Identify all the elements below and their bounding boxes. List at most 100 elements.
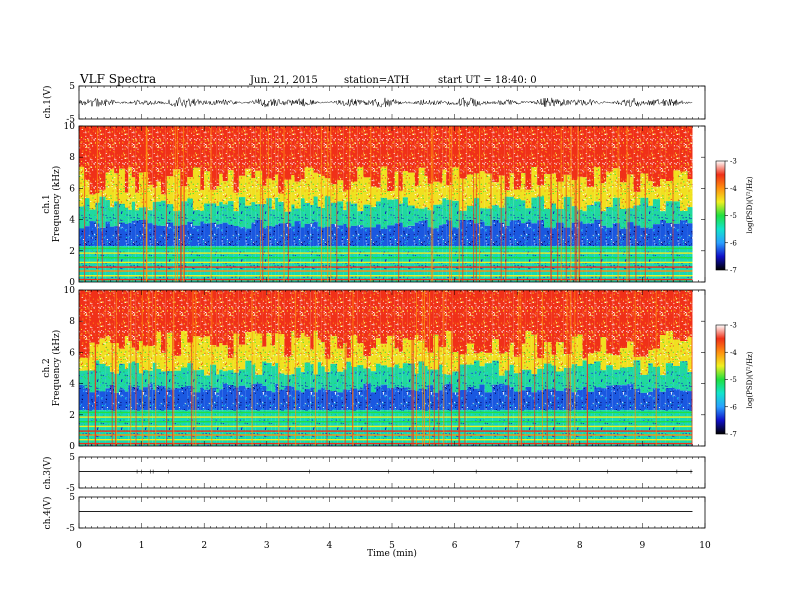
spec-band-high-noise bbox=[407, 290, 415, 340]
spec-band-green-noise bbox=[612, 369, 620, 386]
spec-band-lowfreq-noise bbox=[165, 410, 174, 446]
spec-band-blue-noise bbox=[350, 225, 358, 247]
spec-band-high-noise bbox=[424, 290, 428, 348]
spec-band-green-noise bbox=[537, 196, 544, 221]
spec-band-blue-noise bbox=[427, 227, 434, 247]
sferic-spike bbox=[505, 126, 507, 282]
spec-band-green-noise bbox=[402, 197, 408, 228]
spec-band-yellow-noise bbox=[424, 347, 428, 366]
spec-band-high-noise bbox=[350, 290, 358, 336]
spec-band-high-noise bbox=[152, 126, 157, 188]
narrowband-line bbox=[79, 442, 693, 445]
sferic-spike bbox=[95, 290, 97, 446]
spec-band-blue-noise bbox=[275, 224, 279, 247]
spec-band-green-noise bbox=[156, 201, 161, 226]
spec-band-lowfreq-noise bbox=[537, 246, 544, 282]
spec-band-yellow-noise bbox=[192, 336, 201, 371]
spec-band-high-noise bbox=[291, 290, 295, 331]
spec-band-green-noise bbox=[147, 210, 153, 224]
ch1-spec-ylabel2: Frequency (kHz) bbox=[51, 166, 62, 243]
spec-band-blue-noise bbox=[380, 228, 388, 247]
spec-band-green-noise bbox=[210, 364, 217, 388]
spec-band-yellow-noise bbox=[313, 172, 318, 197]
x-tick-label: 5 bbox=[389, 541, 395, 551]
spec-band-yellow-noise bbox=[317, 339, 322, 363]
spec-band-green-noise bbox=[128, 209, 132, 223]
spec-band-green-noise bbox=[187, 198, 193, 222]
spec-band-blue-noise bbox=[200, 387, 205, 411]
spec-band-yellow-noise bbox=[321, 176, 325, 208]
spec-band-blue-noise bbox=[245, 387, 252, 411]
spec-band-green-noise bbox=[627, 367, 634, 385]
spec-band-blue-noise bbox=[105, 388, 110, 411]
spec-band-blue-noise bbox=[513, 391, 522, 411]
spec-band-yellow-noise bbox=[128, 341, 132, 364]
sferic-spike bbox=[691, 290, 693, 446]
spec-band-high-noise bbox=[109, 126, 114, 170]
spec-band-green-noise bbox=[398, 203, 403, 223]
spec-band-yellow-noise bbox=[200, 190, 205, 211]
spec-band-green-noise bbox=[551, 365, 556, 390]
spec-band-lowfreq-noise bbox=[294, 246, 301, 282]
spec-band-blue-noise bbox=[612, 385, 620, 411]
spec-band-yellow-noise bbox=[446, 331, 453, 375]
colorbar-tick-label: -5 bbox=[730, 212, 737, 220]
spec-band-high-noise bbox=[521, 126, 526, 174]
spec-band-blue-noise bbox=[673, 223, 680, 247]
spec-band-green-noise bbox=[376, 201, 381, 225]
spec-band-green-noise bbox=[310, 205, 314, 224]
spec-band-high-noise bbox=[350, 126, 358, 182]
spec-band-green-noise bbox=[131, 361, 136, 387]
spec-band-lowfreq-noise bbox=[233, 410, 239, 446]
spec-band-blue-noise bbox=[139, 389, 143, 411]
spec-band-green-noise bbox=[640, 374, 649, 393]
sferic-spike bbox=[570, 126, 572, 282]
spec-band-high-noise bbox=[233, 126, 239, 193]
sferic-spike bbox=[192, 290, 194, 446]
spec-band-yellow-noise bbox=[99, 338, 106, 364]
spec-band-yellow-noise bbox=[210, 345, 217, 365]
sferic-spike bbox=[236, 290, 238, 446]
spec-band-yellow-noise bbox=[156, 181, 161, 202]
spec-band-high-noise bbox=[99, 290, 106, 339]
spec-band-yellow-noise bbox=[521, 173, 526, 201]
spec-band-yellow-noise bbox=[606, 171, 613, 208]
spec-band-blue-noise bbox=[414, 222, 419, 247]
sferic-spike bbox=[96, 126, 98, 282]
spec-band-yellow-noise bbox=[387, 191, 395, 200]
spec-band-green-noise bbox=[216, 205, 220, 225]
spec-band-yellow-noise bbox=[370, 186, 376, 208]
sferic-spike bbox=[145, 126, 147, 282]
narrowband-line bbox=[79, 416, 693, 418]
spec-band-lowfreq-noise bbox=[525, 410, 532, 446]
colorbar1-label: log(PSD)(V²/Hz) bbox=[746, 176, 754, 233]
spec-band-high-noise bbox=[687, 290, 693, 338]
spec-band-yellow-noise bbox=[346, 357, 351, 362]
spec-band-lowfreq-noise bbox=[294, 410, 301, 446]
spec-band-blue-noise bbox=[394, 223, 399, 247]
spec-band-green-noise bbox=[551, 203, 556, 228]
spec-band-lowfreq-noise bbox=[330, 410, 338, 446]
spec-band-high-noise bbox=[271, 126, 276, 181]
spec-band-lowfreq-noise bbox=[438, 410, 443, 446]
spec-band-high-noise bbox=[204, 126, 210, 172]
spec-band-high-noise bbox=[466, 126, 474, 175]
spec-band-blue-noise bbox=[665, 388, 674, 411]
spec-band-yellow-noise bbox=[245, 168, 252, 206]
spec-band-green-noise bbox=[680, 361, 688, 391]
spec-band-blue-noise bbox=[556, 222, 564, 247]
spec-band-blue-noise bbox=[492, 384, 499, 411]
spec-band-yellow-noise bbox=[271, 180, 276, 210]
spec-band-yellow-noise bbox=[414, 186, 419, 209]
spec-band-high-noise bbox=[513, 126, 522, 190]
spec-band-yellow-noise bbox=[245, 332, 252, 361]
spec-band-lowfreq-noise bbox=[438, 246, 443, 282]
spec-band-yellow-noise bbox=[660, 179, 666, 212]
spec-band-green-noise bbox=[300, 198, 305, 228]
spec-band-blue-noise bbox=[640, 227, 649, 247]
spec-band-high-noise bbox=[181, 290, 188, 332]
spec-band-high-noise bbox=[394, 290, 399, 349]
spec-band-green-noise bbox=[627, 208, 634, 223]
no-data-region bbox=[692, 290, 705, 446]
